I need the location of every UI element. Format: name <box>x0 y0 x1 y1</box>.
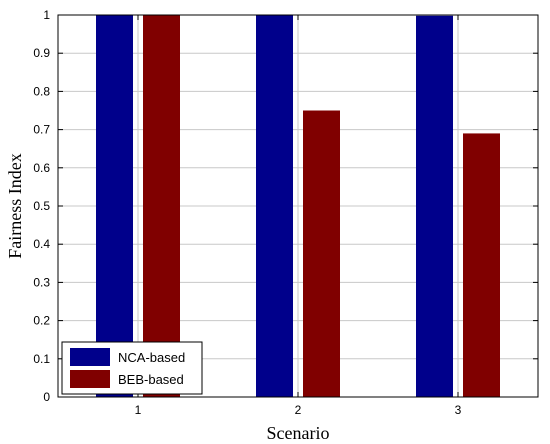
y-tick-label: 1 <box>43 8 50 22</box>
bar-nca-based-scenario-1 <box>96 15 133 397</box>
x-axis-ticks: 1 2 3 <box>135 15 462 417</box>
y-tick-label: 0.4 <box>33 237 50 251</box>
legend-swatch-beb <box>70 370 110 388</box>
y-tick-label: 0.2 <box>33 314 50 328</box>
bar-nca-based-scenario-3 <box>416 15 453 397</box>
x-tick-label: 1 <box>135 403 142 417</box>
bar-beb-based-scenario-1 <box>143 15 180 397</box>
legend: NCA-based BEB-based <box>61 341 203 395</box>
legend-swatch-nca <box>70 348 110 366</box>
y-axis-ticks: 0 0.1 0.2 0.3 0.4 0.5 0.6 0.7 0.8 0.9 1 <box>33 8 538 404</box>
x-tick-label: 3 <box>455 403 462 417</box>
x-tick-label: 2 <box>295 403 302 417</box>
bar-nca-based-scenario-2 <box>256 15 293 397</box>
gridlines <box>58 15 538 397</box>
legend-label-nca: NCA-based <box>118 350 185 365</box>
y-tick-label: 0.9 <box>33 46 50 60</box>
y-tick-label: 0.7 <box>33 123 50 137</box>
y-tick-label: 0.1 <box>33 352 50 366</box>
legend-label-beb: BEB-based <box>118 372 184 387</box>
y-tick-label: 0 <box>43 390 50 404</box>
bar-beb-based-scenario-3 <box>463 133 500 398</box>
y-tick-label: 0.5 <box>33 199 50 213</box>
bar-beb-based-scenario-2 <box>303 110 340 397</box>
y-tick-label: 0.8 <box>33 84 50 98</box>
y-tick-label: 0.3 <box>33 275 50 289</box>
bars <box>96 15 500 398</box>
x-axis-label: Scenario <box>267 423 330 443</box>
y-tick-label: 0.6 <box>33 161 50 175</box>
y-axis-label: Fairness Index <box>5 153 25 258</box>
